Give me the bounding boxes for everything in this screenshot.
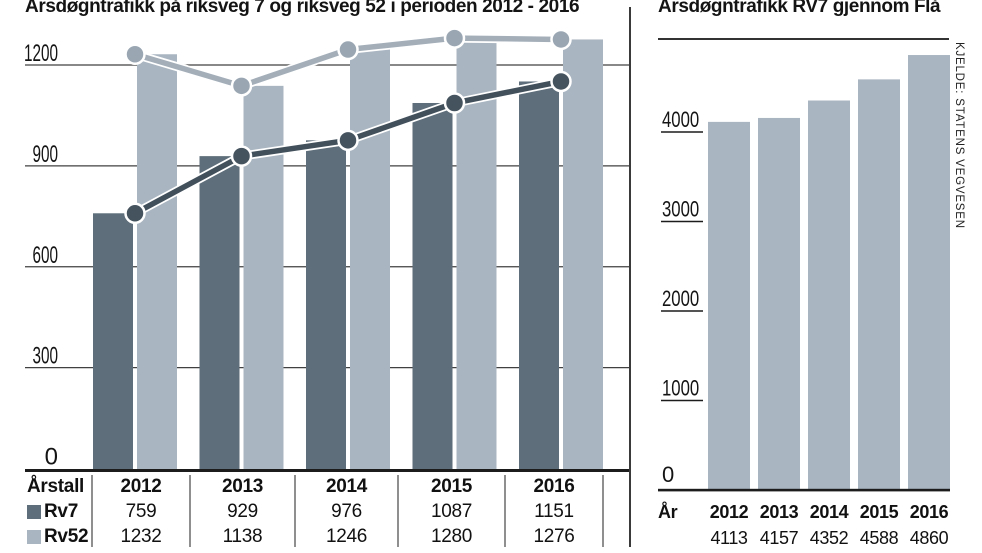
bar-rv7-flaa-2015: [858, 79, 900, 490]
rv52-series-label: Rv52: [44, 526, 89, 547]
marker-rv7-2014: [337, 129, 359, 152]
marker-rv52-2015: [443, 27, 466, 49]
right-year-2012: 2012: [709, 502, 749, 522]
legend-row-rv52: Rv52: [27, 524, 89, 549]
right-title-rule: [658, 38, 949, 40]
rv7-series-label: Rv7: [44, 501, 78, 522]
bar-rv7-flaa-2012: [708, 121, 750, 489]
bar-rv52-2014: [350, 49, 390, 470]
table-rv52-value-2013: 1138: [222, 526, 263, 547]
right-year-2014: 2014: [809, 502, 849, 522]
right-value-2014: 4352: [809, 528, 849, 548]
table-year-2013: 2013: [221, 476, 264, 497]
right-y-label-4000: 4000: [662, 107, 699, 132]
bar-rv7-2014: [306, 140, 346, 470]
marker-rv52-2012: [124, 43, 146, 65]
table-rv7-value-2012: 759: [125, 501, 157, 522]
bar-rv7-2013: [199, 156, 240, 470]
right-chart-title: Årsdøgntrafikk RV7 gjennom Flå: [658, 0, 941, 17]
y-axis-label-300: 300: [33, 343, 59, 370]
bar-rv7-2016: [519, 81, 559, 470]
left-table-header: Årstall: [27, 476, 85, 497]
table-column-divider: [294, 475, 296, 547]
table-year-2014: 2014: [325, 476, 368, 497]
y-axis-label-900: 900: [33, 141, 59, 168]
source-note: KJELDE: STATENS VEGVESEN: [953, 42, 965, 229]
marker-rv7-2016: [550, 70, 572, 93]
table-rv7-value-2016: 1151: [534, 501, 574, 522]
table-rv7-value-2014: 976: [331, 501, 362, 522]
marker-rv7-2013: [230, 145, 253, 167]
marker-rv52-2016: [550, 28, 572, 51]
table-rv52-value-2012: 1232: [120, 526, 162, 547]
bar-rv52-2012: [137, 54, 177, 470]
table-year-2012: 2012: [120, 476, 162, 497]
left-x-axis: [25, 469, 629, 472]
marker-rv52-2013: [230, 75, 253, 97]
bar-rv7-flaa-2014: [808, 100, 850, 489]
table-column-divider: [504, 475, 506, 547]
bar-rv7-flaa-2013: [758, 117, 800, 490]
bar-rv52-2016: [563, 39, 603, 470]
table-rv7-value-2015: 1087: [430, 501, 473, 522]
right-value-2013: 4157: [759, 528, 799, 548]
right-y-label-2000: 2000: [662, 286, 699, 311]
bar-rv7-flaa-2016: [908, 55, 950, 489]
right-year-2015: 2015: [859, 502, 899, 522]
right-y-label-3000: 3000: [662, 197, 699, 222]
table-rv52-value-2015: 1280: [430, 526, 473, 547]
table-rv52-value-2016: 1276: [533, 526, 575, 547]
table-column-divider: [189, 475, 191, 547]
table-column-divider: [397, 475, 399, 547]
table-year-2016: 2016: [533, 476, 575, 497]
right-table-header: År: [658, 502, 678, 522]
panel-divider: [629, 7, 631, 547]
right-y-label-0: 0: [662, 462, 674, 487]
left-chart-title: Årsdøgntrafikk på riksveg 7 og riksveg 5…: [25, 0, 580, 17]
y-axis-label-0: 0: [45, 444, 58, 471]
right-year-2013: 2013: [759, 502, 799, 522]
table-column-divider: [602, 475, 604, 547]
marker-rv7-2015: [443, 92, 466, 114]
right-x-axis: [658, 488, 950, 492]
right-year-2016: 2016: [909, 502, 949, 522]
legend-row-rv7: Rv7: [27, 499, 78, 524]
table-column-divider: [91, 475, 93, 547]
bar-rv52-2013: [243, 85, 284, 470]
table-rv52-value-2014: 1246: [325, 526, 368, 547]
marker-rv52-2014: [337, 38, 359, 61]
right-value-2015: 4588: [859, 528, 899, 548]
y-axis-label-600: 600: [33, 242, 59, 269]
bar-rv7-2012: [93, 213, 133, 470]
table-year-2015: 2015: [430, 476, 473, 497]
bar-rv7-2015: [412, 102, 453, 470]
table-rv7-value-2013: 929: [227, 501, 258, 522]
rv52-color-swatch: [27, 529, 41, 544]
rv7-color-swatch: [27, 504, 41, 519]
bar-rv52-2015: [456, 38, 497, 470]
y-axis-label-1200: 1200: [24, 40, 58, 67]
right-value-2016: 4860: [909, 528, 949, 548]
right-y-label-1000: 1000: [662, 376, 699, 401]
marker-rv7-2012: [124, 202, 146, 225]
right-value-2012: 4113: [710, 528, 748, 548]
